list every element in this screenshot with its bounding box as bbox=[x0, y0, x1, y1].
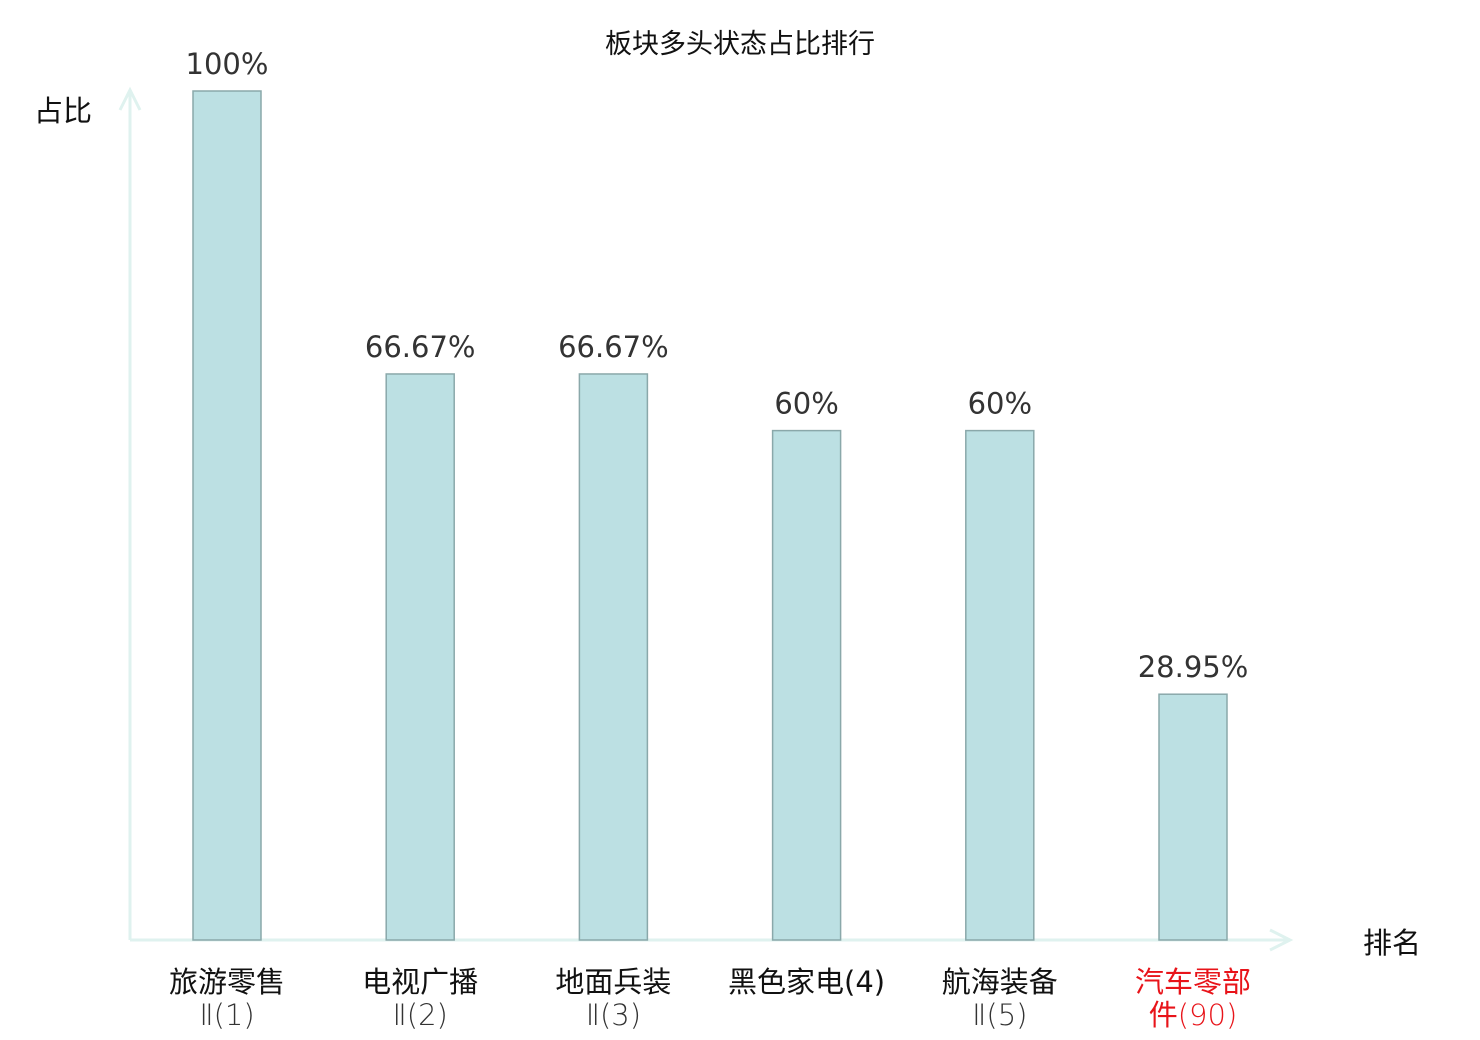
data-label: 100% bbox=[186, 47, 269, 81]
bar bbox=[1158, 693, 1228, 941]
data-label: 60% bbox=[968, 387, 1032, 421]
bar bbox=[578, 373, 649, 941]
x-axis-arrow bbox=[1269, 928, 1294, 952]
x-tick-label: 电视广播 Ⅱ(2) bbox=[362, 965, 479, 1032]
x-axis-label: 排名 bbox=[1363, 926, 1421, 960]
data-label: 28.95% bbox=[1138, 650, 1249, 684]
x-tick-label: 旅游零售 Ⅱ(1) bbox=[168, 965, 285, 1032]
x-tick-label: 黑色家电(4) bbox=[728, 965, 886, 999]
data-label: 60% bbox=[774, 387, 838, 421]
bar bbox=[192, 90, 262, 941]
bar bbox=[965, 429, 1035, 941]
y-axis-arrow bbox=[118, 86, 142, 111]
bars: 100% 66.67% 66.67% 60% 60% 28.95% bbox=[186, 47, 1249, 941]
chart-title: 板块多头状态占比排行 bbox=[605, 29, 875, 60]
bar bbox=[771, 429, 842, 941]
x-tick-label: 汽车零部 件(90) bbox=[1134, 965, 1251, 1032]
y-axis-label: 占比 bbox=[34, 94, 92, 128]
x-tick-label: 地面兵装 Ⅱ(3) bbox=[555, 965, 672, 1032]
data-label: 66.67% bbox=[365, 330, 476, 364]
bar bbox=[385, 373, 455, 941]
x-tick-label: 航海装备 Ⅱ(5) bbox=[941, 965, 1058, 1032]
data-label: 66.67% bbox=[558, 330, 669, 364]
axes bbox=[118, 86, 1294, 952]
